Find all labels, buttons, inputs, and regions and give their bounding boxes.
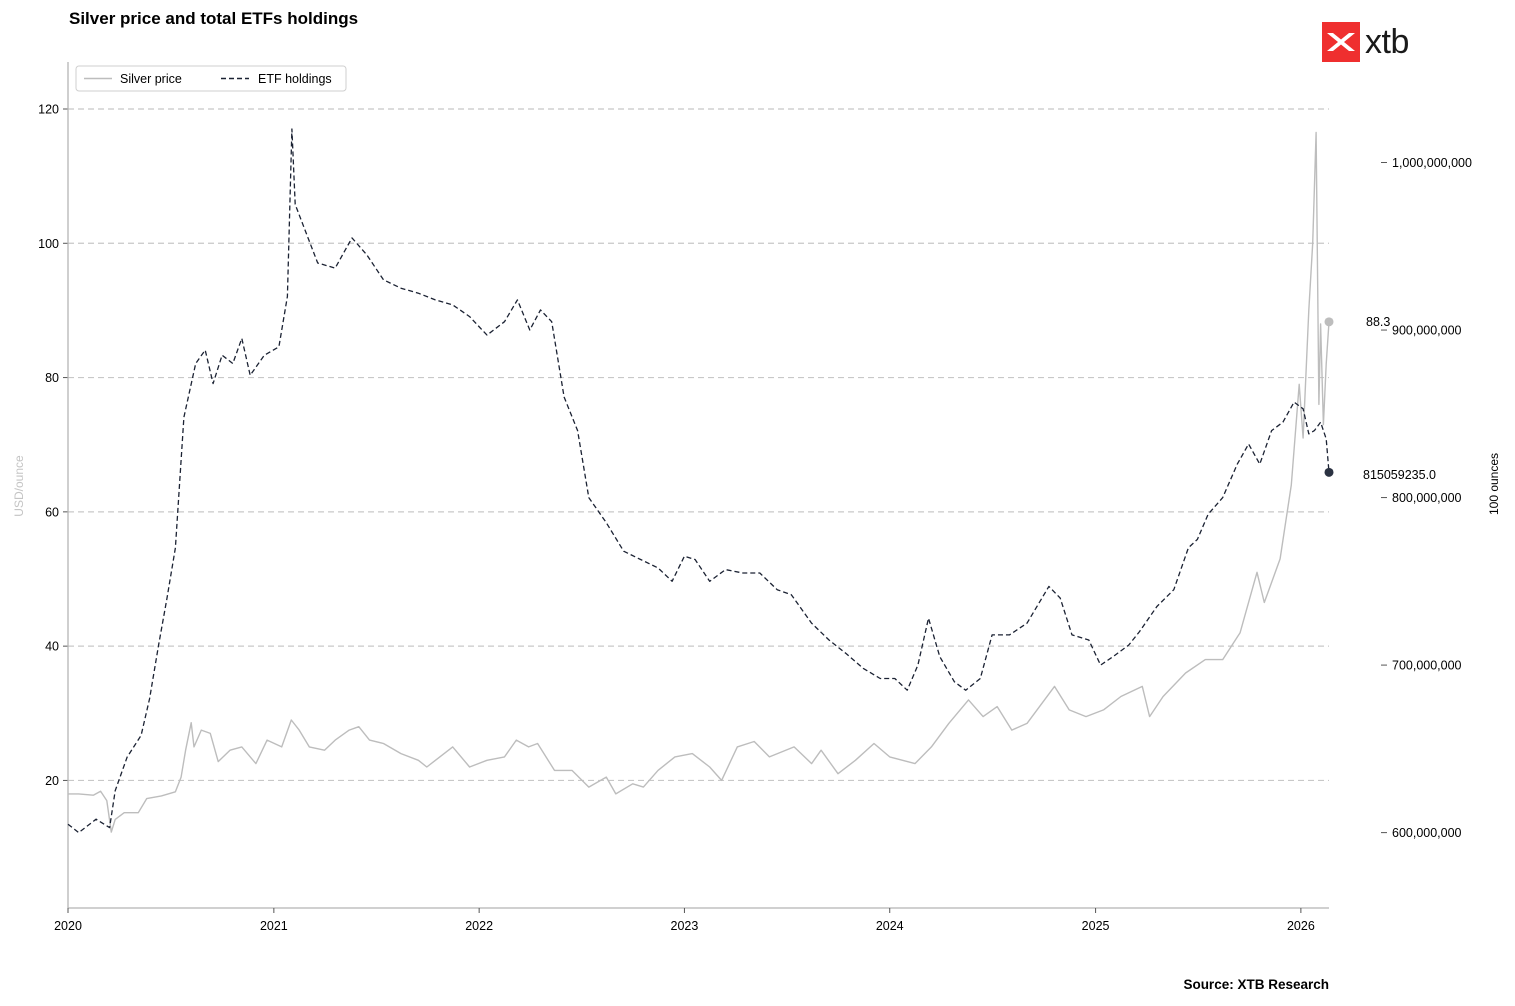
- y-right-tick-label: 700,000,000: [1392, 659, 1462, 673]
- x-tick-label: 2026: [1287, 919, 1315, 933]
- x-tick-label: 2023: [671, 919, 699, 933]
- x-tick-label: 2021: [260, 919, 288, 933]
- etf-holdings-line: [67, 128, 1330, 834]
- legend-etf-label: ETF holdings: [258, 72, 332, 86]
- x-tick-label: 2024: [876, 919, 904, 933]
- y-left-tick-label: 100: [38, 237, 59, 251]
- legend: Silver price ETF holdings: [75, 65, 347, 92]
- y-axis-right-label: 100 ounces: [1487, 453, 1501, 515]
- y-left-tick-label: 60: [45, 505, 59, 519]
- xtb-logo: xtb: [1322, 22, 1409, 62]
- y-right-tick-label: 800,000,000: [1392, 491, 1462, 505]
- x-tick-label: 2025: [1082, 919, 1110, 933]
- y-left-tick-label: 120: [38, 103, 59, 117]
- legend-silver-label: Silver price: [120, 72, 182, 86]
- end-markers: [1324, 317, 1334, 477]
- y-right-tick-label: 1,000,000,000: [1392, 156, 1472, 170]
- xtb-logo-mark-icon: [1322, 22, 1360, 62]
- silver-last-value-label: 88.3: [1366, 315, 1390, 329]
- silver-end-marker: [1324, 317, 1334, 327]
- y-left-tick-label: 40: [45, 640, 59, 654]
- legend-box: [75, 65, 347, 92]
- source-note: Source: XTB Research: [1183, 977, 1329, 992]
- y-right-tick-label: 600,000,000: [1392, 826, 1462, 840]
- x-mark-icon: [1327, 33, 1355, 51]
- x-tick-label: 2020: [54, 919, 82, 933]
- y-right-tick-label: 900,000,000: [1392, 324, 1462, 338]
- axes: 20 40 60 80 100 120 2020 2021 2022 2023 2024 2025 20…: [38, 62, 1472, 933]
- series-lines: [67, 128, 1330, 834]
- etf-end-marker: [1324, 467, 1334, 477]
- y-left-tick-label: 20: [45, 774, 59, 788]
- y-left-tick-label: 80: [45, 371, 59, 385]
- gridlines: [68, 108, 1329, 782]
- chart-title: Silver price and total ETFs holdings: [69, 9, 359, 28]
- silver-price-line: [68, 131, 1330, 833]
- etf-last-value-label: 815059235.0: [1363, 468, 1436, 482]
- x-tick-label: 2022: [465, 919, 493, 933]
- xtb-logo-text: xtb: [1365, 23, 1409, 61]
- y-axis-left-label: USD/ounce: [12, 455, 26, 517]
